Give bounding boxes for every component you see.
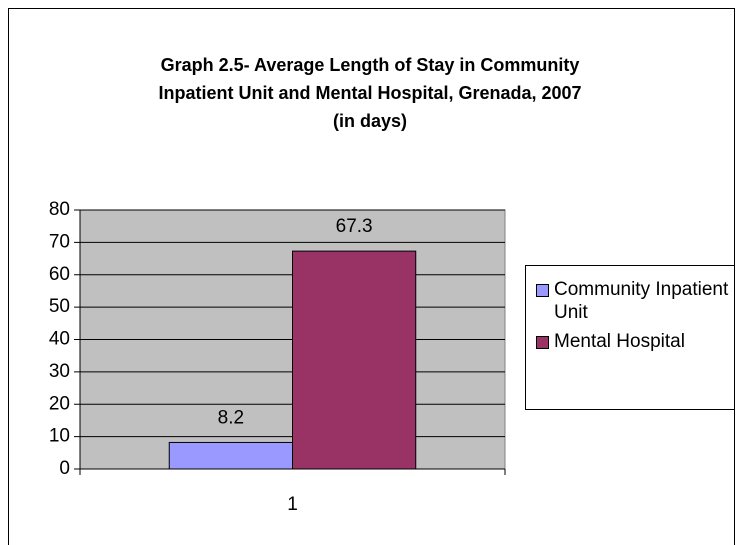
data-label: 67.3 <box>336 216 373 237</box>
y-tick-label: 0 <box>59 458 70 479</box>
bar <box>168 441 293 470</box>
legend: Community Inpatient Unit Mental Hospital <box>525 265 735 410</box>
legend-label: Community Inpatient Unit <box>554 279 729 323</box>
y-tick-label: 80 <box>49 199 70 220</box>
data-label: 8.2 <box>218 407 244 428</box>
x-tick-label: 1 <box>287 494 298 515</box>
chart-title: (in days) <box>333 111 407 131</box>
y-tick-label: 10 <box>49 426 70 447</box>
legend-label: Mental Hospital <box>554 331 685 352</box>
y-tick-label: 30 <box>49 361 70 382</box>
legend-entry: Community Inpatient Unit <box>536 278 734 324</box>
legend-entry: Mental Hospital <box>536 330 734 353</box>
y-tick-label: 70 <box>49 231 70 252</box>
y-tick-label: 60 <box>49 264 70 285</box>
legend-swatch <box>536 284 549 297</box>
chart-title: Graph 2.5- Average Length of Stay in Com… <box>161 55 580 75</box>
bar <box>292 250 417 470</box>
y-tick-label: 20 <box>49 393 70 414</box>
y-tick-label: 50 <box>49 296 70 317</box>
legend-swatch <box>536 336 549 349</box>
chart-title: Inpatient Unit and Mental Hospital, Gren… <box>158 83 581 103</box>
y-tick-label: 40 <box>49 329 70 350</box>
